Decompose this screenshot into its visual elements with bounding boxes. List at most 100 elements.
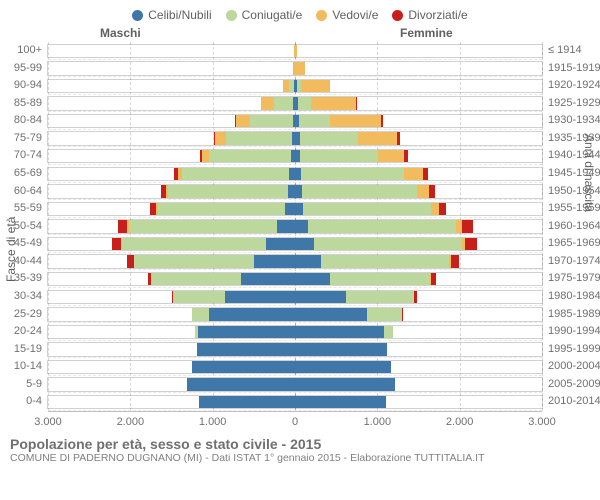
birth-label: 1940-1944 — [542, 149, 600, 161]
legend-swatch — [392, 10, 403, 21]
bar-segment — [122, 238, 266, 251]
birth-label: 1980-1984 — [542, 290, 600, 302]
age-label: 15-19 — [14, 343, 48, 355]
x-tick-label: 2.000 — [446, 416, 474, 428]
age-label: 35-39 — [14, 272, 48, 284]
bar-male — [47, 342, 295, 357]
legend-item: Celibi/Nubili — [132, 8, 211, 22]
x-tick-label: 1.000 — [364, 416, 392, 428]
bar-segment — [295, 291, 346, 304]
bar-male — [47, 167, 295, 182]
bar-segment — [298, 97, 311, 110]
age-row: 40-441970-1974 — [48, 253, 542, 271]
age-label: 45-49 — [14, 237, 48, 249]
bar-segment — [439, 203, 446, 216]
bar-segment — [261, 97, 274, 110]
legend-swatch — [316, 10, 327, 21]
bar-segment — [202, 150, 209, 163]
bar-segment — [192, 308, 208, 321]
bar-segment — [397, 132, 399, 145]
bar-segment — [462, 220, 473, 233]
age-row: 60-641950-1954 — [48, 183, 542, 201]
gender-headers: Maschi Femmine — [0, 26, 600, 42]
bar-male — [47, 360, 295, 375]
legend-swatch — [132, 10, 143, 21]
bar-segment — [118, 220, 127, 233]
age-row: 75-791935-1939 — [48, 130, 542, 148]
age-label: 65-69 — [14, 167, 48, 179]
bar-segment — [199, 396, 295, 409]
bar-segment — [302, 185, 417, 198]
age-row: 25-291985-1989 — [48, 306, 542, 324]
bar-segment — [288, 185, 295, 198]
footer-title: Popolazione per età, sesso e stato civil… — [10, 436, 590, 452]
bar-female — [295, 342, 543, 357]
age-row: 30-341980-1984 — [48, 288, 542, 306]
legend-label: Coniugati/e — [242, 8, 303, 22]
bar-segment — [321, 255, 449, 268]
bar-segment — [451, 255, 459, 268]
bar-segment — [295, 343, 387, 356]
bar-male — [47, 307, 295, 322]
legend-label: Vedovi/e — [332, 8, 378, 22]
bar-segment — [295, 396, 386, 409]
bar-segment — [300, 132, 358, 145]
bar-male — [47, 44, 295, 59]
bar-male — [47, 202, 295, 217]
bar-segment — [285, 203, 295, 216]
age-row: 100+≤ 1914 — [48, 42, 542, 60]
age-row: 0-42010-2014 — [48, 393, 542, 411]
bar-segment — [158, 203, 286, 216]
bar-segment — [197, 343, 295, 356]
bar-segment — [414, 291, 416, 304]
bar-segment — [423, 168, 428, 181]
bar-male — [47, 79, 295, 94]
birth-label: 1935-1939 — [542, 132, 600, 144]
pyramid-chart: 100+≤ 191495-991915-191990-941920-192485… — [48, 42, 542, 430]
bar-male — [47, 149, 295, 164]
bar-segment — [295, 220, 308, 233]
bar-segment — [250, 115, 293, 128]
bar-segment — [431, 273, 436, 286]
bar-female — [295, 61, 543, 76]
age-row: 45-491965-1969 — [48, 235, 542, 253]
bar-female — [295, 184, 543, 199]
bar-female — [295, 167, 543, 182]
bar-male — [47, 272, 295, 287]
birth-label: 1955-1959 — [542, 202, 600, 214]
age-row: 35-391975-1979 — [48, 270, 542, 288]
bar-segment — [254, 255, 295, 268]
bar-segment — [346, 291, 414, 304]
bar-segment — [134, 255, 253, 268]
age-label: 40-44 — [14, 255, 48, 267]
birth-label: 1925-1929 — [542, 97, 600, 109]
bar-segment — [168, 185, 287, 198]
bar-segment — [300, 150, 378, 163]
bar-male — [47, 254, 295, 269]
age-label: 20-24 — [14, 325, 48, 337]
age-label: 5-9 — [26, 378, 48, 390]
plot-area: 100+≤ 191495-991915-191990-941920-192485… — [48, 42, 542, 412]
bar-segment — [215, 132, 226, 145]
bar-segment — [330, 273, 430, 286]
bar-segment — [295, 203, 303, 216]
bar-segment — [465, 238, 477, 251]
bar-segment — [295, 273, 330, 286]
bar-female — [295, 131, 543, 146]
bar-segment — [295, 308, 367, 321]
birth-label: 2005-2009 — [542, 378, 600, 390]
bar-segment — [429, 185, 435, 198]
birth-label: 1950-1954 — [542, 185, 600, 197]
bar-female — [295, 219, 543, 234]
age-label: 60-64 — [14, 185, 48, 197]
bar-female — [295, 377, 543, 392]
age-label: 50-54 — [14, 220, 48, 232]
birth-label: 1985-1989 — [542, 308, 600, 320]
bar-segment — [330, 115, 381, 128]
age-label: 10-14 — [14, 360, 48, 372]
birth-label: 1945-1949 — [542, 167, 600, 179]
bar-male — [47, 290, 295, 305]
bar-male — [47, 131, 295, 146]
bar-female — [295, 44, 543, 59]
bar-segment — [356, 97, 357, 110]
